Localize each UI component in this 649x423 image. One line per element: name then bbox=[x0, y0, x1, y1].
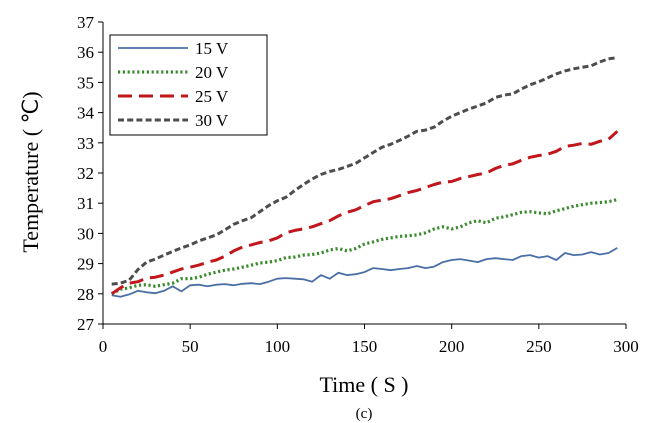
x-tick-label: 0 bbox=[99, 337, 108, 356]
x-tick-label: 200 bbox=[439, 337, 465, 356]
y-tick-label: 33 bbox=[77, 134, 94, 153]
y-tick-label: 32 bbox=[77, 164, 94, 183]
series-layer bbox=[110, 56, 619, 298]
y-tick-label: 34 bbox=[77, 104, 95, 123]
legend-label: 30 V bbox=[195, 111, 229, 130]
y-tick-label: 29 bbox=[77, 255, 94, 274]
x-tick-label: 150 bbox=[352, 337, 378, 356]
x-tick-label: 100 bbox=[265, 337, 291, 356]
y-tick-label: 36 bbox=[77, 43, 94, 62]
series-line-25v bbox=[110, 130, 619, 296]
figure-caption: (c) bbox=[356, 406, 373, 422]
legend-box bbox=[109, 34, 268, 136]
series-line-30v bbox=[111, 56, 618, 286]
y-tick-label: 37 bbox=[77, 13, 95, 32]
y-tick-label: 31 bbox=[77, 194, 94, 213]
legend: 15 V 20 V 25 V 30 V bbox=[109, 34, 268, 136]
series-line-20v bbox=[110, 198, 618, 296]
x-axis-title: Time ( S ) bbox=[319, 372, 408, 397]
y-tick-label: 35 bbox=[77, 73, 94, 92]
x-tick-label: 300 bbox=[613, 337, 639, 356]
legend-label: 25 V bbox=[195, 87, 229, 106]
y-axis-title: Temperature ( ℃) bbox=[18, 91, 43, 252]
legend-label: 20 V bbox=[195, 63, 229, 82]
legend-label: 15 V bbox=[195, 39, 229, 58]
axes: 27 28 29 30 31 32 33 34 35 36 37 0 50 100 150 200 250 300 bbox=[77, 13, 639, 356]
x-tick-label: 50 bbox=[182, 337, 199, 356]
x-tick-label: 250 bbox=[526, 337, 552, 356]
y-tick-label: 27 bbox=[77, 315, 95, 334]
series-line-15v bbox=[111, 247, 618, 298]
y-tick-label: 30 bbox=[77, 224, 94, 243]
y-tick-label: 28 bbox=[77, 285, 94, 304]
